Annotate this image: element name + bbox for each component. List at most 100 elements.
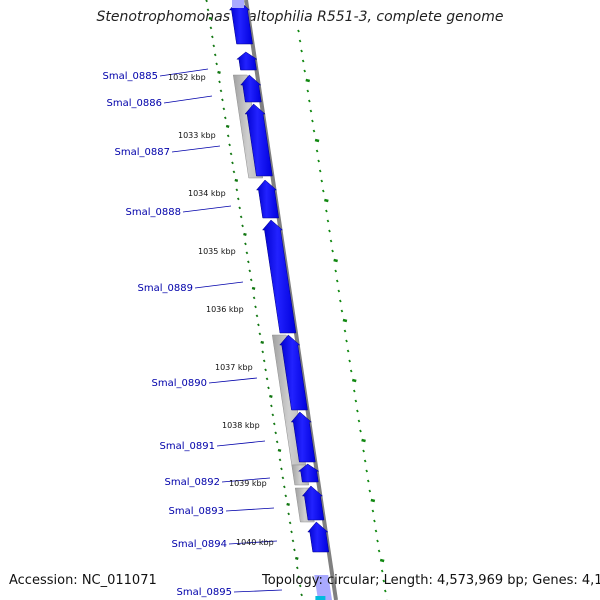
gene-arrow[interactable] [228,0,253,45]
track-dot [290,530,293,534]
gene-label-smal_0894[interactable]: Smal_0894 [172,539,227,550]
track-dot [254,305,257,309]
track-dot [324,198,329,203]
track-dot [380,569,384,573]
leader-line [216,440,266,447]
track-dot [252,296,256,300]
track-dot [334,269,338,273]
track-dot [280,467,283,471]
track-dot [306,89,310,93]
gene-label-smal_0886[interactable]: Smal_0886 [107,98,162,109]
track-dot [331,249,334,253]
gene-arrow[interactable] [240,74,262,103]
track-dot [231,161,234,165]
track-dot [356,409,359,413]
track-dot [213,53,217,57]
track-dot [215,62,219,66]
track-dot [314,138,320,143]
track-dot [260,340,265,344]
track-dot [300,49,303,53]
gene-arrow[interactable] [290,411,316,463]
track-dot [328,229,331,233]
track-dot [320,179,324,183]
gene-arrow[interactable] [307,521,330,553]
track-dot [245,251,249,255]
track-dot [374,529,378,533]
gene-label-smal_0892[interactable]: Smal_0892 [165,477,220,488]
track-dot [258,332,262,336]
gene-label-smal_0889[interactable]: Smal_0889 [138,283,193,294]
track-dot [362,449,365,453]
track-dot [272,422,276,426]
kbp-tick-label: 1036 kbp [206,305,244,314]
track-dot [274,431,278,435]
track-dot [278,458,282,462]
track-dot [343,329,347,333]
track-dot [287,512,291,516]
track-dot [265,377,269,381]
gene-label-smal_0893[interactable]: Smal_0893 [169,506,224,517]
track-dot [257,323,260,327]
track-dot [303,69,307,73]
track-dot [326,219,330,223]
track-dot [298,584,302,588]
track-dot [271,413,275,417]
gene-label-smal_0888[interactable]: Smal_0888 [126,207,181,218]
track-dot [305,78,311,83]
gene-label-smal_0890[interactable]: Smal_0890 [152,378,207,389]
track-dot [286,502,290,506]
leader-line [221,477,271,483]
gene-track [228,0,332,600]
track-dot [277,448,282,452]
track-dot [321,189,325,193]
track-dot [262,359,266,363]
track-dot [223,116,227,120]
track-dot [238,206,242,210]
track-dot [366,479,370,483]
gene-arrow[interactable] [279,334,308,411]
gene-arrow[interactable] [255,179,279,219]
track-dot [354,399,358,403]
track-dot [308,99,311,103]
track-dot [363,459,367,463]
gene-label-leaders [159,68,283,593]
track-dot [234,178,239,182]
leader-line [228,540,278,545]
track-dot [212,44,216,48]
gene-label-smal_0887[interactable]: Smal_0887 [115,147,170,158]
gene-arrow[interactable] [297,463,320,483]
track-dot [297,575,301,579]
gene-label-smal_0895[interactable]: Smal_0895 [177,587,232,598]
track-dot [219,89,223,93]
track-dot [221,98,224,102]
track-dot [293,548,296,552]
track-dot [261,350,265,354]
track-dot [208,16,213,20]
track-dot [239,215,243,219]
inner-dot-track [205,0,303,597]
track-dot [349,369,353,373]
kbp-tick-label: 1033 kbp [178,131,216,140]
track-dot [294,556,299,560]
gene-label-smal_0885[interactable]: Smal_0885 [103,71,158,82]
track-dot [251,286,256,290]
track-dot [255,314,259,318]
gene-label-smal_0891[interactable]: Smal_0891 [160,441,215,452]
track-dot [284,494,288,498]
leader-line [225,507,275,512]
cyan-feature [315,596,326,600]
track-dot [359,429,362,433]
track-dot [339,299,342,303]
track-dot [217,70,221,74]
gene-arrow[interactable] [301,485,325,521]
gene-arrow[interactable] [261,219,297,334]
gene-highlight [314,575,332,600]
track-dot [300,593,303,597]
gene-arrow[interactable] [236,51,258,71]
gene-arrow[interactable] [244,103,273,177]
track-dot [351,378,357,383]
kbp-tick-label: 1034 kbp [188,189,226,198]
track-dot [283,485,286,489]
track-dot [311,119,314,123]
track-dot [206,8,210,12]
